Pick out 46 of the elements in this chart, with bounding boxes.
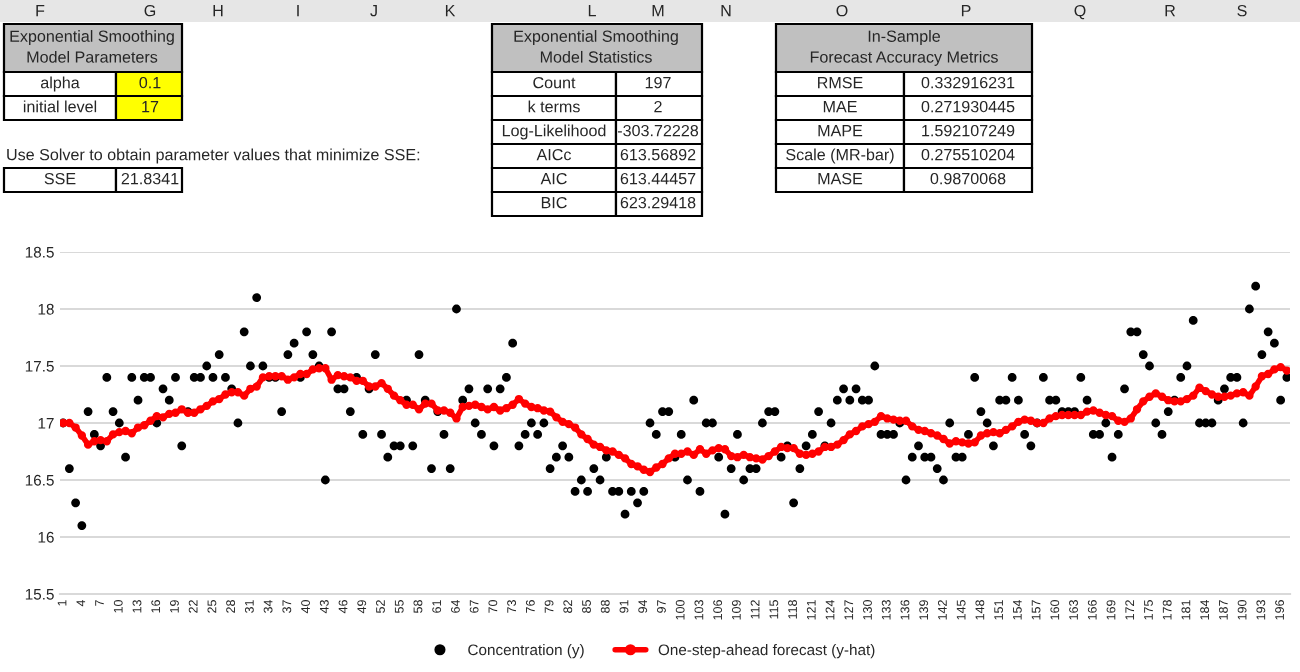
text: S xyxy=(1237,4,1247,17)
text: 2 xyxy=(654,100,662,113)
text: J xyxy=(370,5,377,17)
text: 613.56892 xyxy=(620,148,696,161)
text: SSE xyxy=(44,172,76,185)
text: In-Sample Forecast Accuracy Metrics xyxy=(810,30,998,66)
text: AICc xyxy=(536,148,572,161)
text: G xyxy=(144,4,156,17)
text: 197 xyxy=(645,76,671,89)
text: MASE xyxy=(818,172,863,185)
text: Use Solver to obtain parameter values that minimize SSE: xyxy=(7,148,420,164)
text: MAE xyxy=(823,101,857,113)
text: M xyxy=(652,5,664,17)
text: Exponential Smoothing Model Parameters xyxy=(10,30,174,63)
text: AIC xyxy=(540,172,567,185)
text: L xyxy=(588,5,596,17)
text: R xyxy=(1165,5,1176,17)
text: H xyxy=(213,5,223,17)
text: 17 xyxy=(142,101,159,113)
text: 623.29418 xyxy=(620,196,696,209)
text: 1.592107249 xyxy=(922,124,1015,137)
text: P xyxy=(961,5,971,17)
text: Count xyxy=(533,76,576,89)
text: F xyxy=(36,5,45,17)
text: O xyxy=(836,4,848,17)
text: BIC xyxy=(541,196,567,209)
text: initial level xyxy=(23,100,97,113)
text: 0.332916231 xyxy=(921,76,1015,89)
text: I xyxy=(297,5,299,17)
text: alpha xyxy=(40,76,80,92)
text: Log-Likelihood xyxy=(502,124,606,140)
text: -303.72228 xyxy=(617,124,699,137)
text: Scale (MR-bar) xyxy=(786,148,894,164)
text: Exponential Smoothing Model Statistics xyxy=(514,30,678,63)
text: MAPE xyxy=(818,125,863,137)
text: 21.8341 xyxy=(121,172,179,185)
text: 613.44457 xyxy=(620,172,696,185)
text: 0.275510204 xyxy=(921,148,1015,161)
text: N xyxy=(721,5,731,17)
text: K xyxy=(445,5,456,17)
text: 0.271930445 xyxy=(921,100,1015,113)
text: Q xyxy=(1074,4,1086,20)
text: 0.9870068 xyxy=(930,172,1006,185)
text: k terms xyxy=(528,100,580,113)
text: 0.1 xyxy=(139,76,161,89)
text: RMSE xyxy=(818,76,863,89)
